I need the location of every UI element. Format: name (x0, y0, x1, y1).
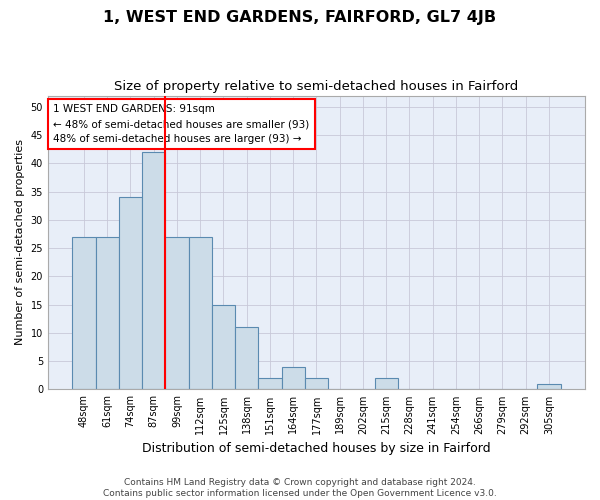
Bar (374, 378, 398, 390)
Bar (281, 367, 305, 390)
Bar (538, 384, 560, 390)
Y-axis label: Number of semi-detached properties: Number of semi-detached properties (15, 140, 25, 346)
Bar (166, 237, 188, 390)
Bar (188, 237, 212, 390)
Bar (259, 378, 281, 390)
Bar (95, 237, 119, 390)
Bar (119, 198, 142, 390)
Bar (235, 328, 259, 390)
Bar (305, 378, 328, 390)
Bar (142, 152, 166, 390)
Text: Contains HM Land Registry data © Crown copyright and database right 2024.
Contai: Contains HM Land Registry data © Crown c… (103, 478, 497, 498)
Bar (212, 304, 235, 390)
X-axis label: Distribution of semi-detached houses by size in Fairford: Distribution of semi-detached houses by … (142, 442, 491, 455)
Bar (73, 237, 95, 390)
Title: Size of property relative to semi-detached houses in Fairford: Size of property relative to semi-detach… (115, 80, 518, 93)
Text: 1, WEST END GARDENS, FAIRFORD, GL7 4JB: 1, WEST END GARDENS, FAIRFORD, GL7 4JB (103, 10, 497, 25)
Text: 1 WEST END GARDENS: 91sqm
← 48% of semi-detached houses are smaller (93)
48% of : 1 WEST END GARDENS: 91sqm ← 48% of semi-… (53, 104, 310, 144)
